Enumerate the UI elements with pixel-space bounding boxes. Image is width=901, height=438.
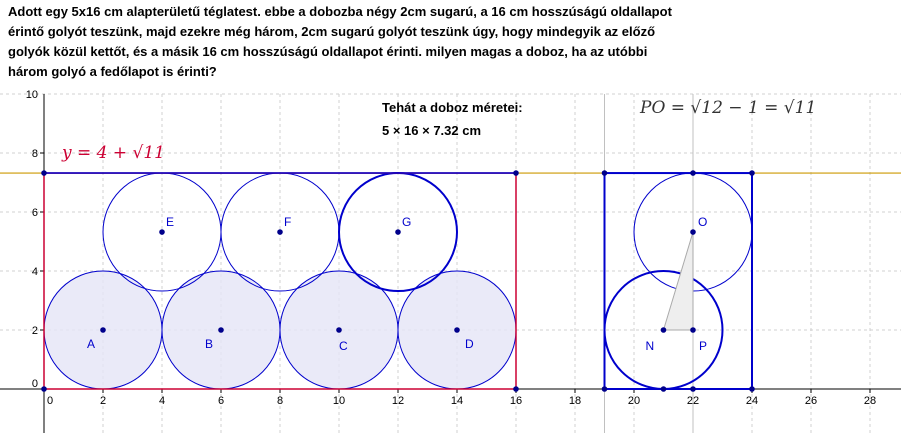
- corner-point[interactable]: [41, 386, 47, 392]
- x-tick-label: 2: [100, 395, 106, 407]
- center-point-e[interactable]: [159, 229, 165, 235]
- result-text: Tehát a doboz méretei: 5 × 16 × 7.32 cm: [382, 96, 523, 142]
- box-side-rectangle[interactable]: [603, 172, 753, 390]
- x-tick-label: 6: [218, 395, 224, 407]
- point-label-p: P: [699, 339, 707, 353]
- point-label-f: F: [284, 215, 291, 229]
- x-tick-label: 16: [510, 395, 522, 407]
- y-tick-label: 8: [32, 148, 38, 160]
- point-label-g: G: [402, 215, 411, 229]
- point-label-c: C: [339, 339, 348, 353]
- x-tick-label: 12: [392, 395, 404, 407]
- center-point-a[interactable]: [100, 327, 106, 333]
- corner-point[interactable]: [690, 170, 696, 176]
- problem-statement: Adott egy 5x16 cm alapterületű téglatest…: [8, 4, 672, 79]
- x-tick-label: 20: [628, 395, 640, 407]
- y-tick-label: 4: [32, 266, 38, 278]
- x-tick-label: 4: [159, 395, 165, 407]
- center-point-b[interactable]: [218, 327, 224, 333]
- corner-point[interactable]: [513, 170, 519, 176]
- result-line-2: 5 × 16 × 7.32 cm: [382, 123, 482, 138]
- center-point-n[interactable]: [660, 327, 667, 333]
- equation-label: y = 4 + √11: [62, 143, 165, 163]
- x-tick-label: 18: [569, 395, 581, 407]
- corner-point[interactable]: [513, 386, 519, 392]
- point-marker[interactable]: [660, 386, 667, 392]
- point-label-o: O: [698, 215, 707, 229]
- center-point-c[interactable]: [336, 327, 342, 333]
- point-p[interactable]: [690, 327, 696, 333]
- result-line-1: Tehát a doboz méretei:: [382, 100, 523, 115]
- point-marker[interactable]: [690, 386, 696, 392]
- point-label-n: N: [646, 339, 655, 353]
- x-tick-label: 28: [864, 395, 876, 407]
- x-tick-label: 8: [277, 395, 283, 407]
- y-tick-label: 10: [26, 89, 38, 101]
- y-tick-label: 2: [32, 325, 38, 337]
- x-tick-label: 26: [805, 395, 817, 407]
- point-label-d: D: [465, 337, 474, 351]
- center-point-d[interactable]: [454, 327, 460, 333]
- corner-point[interactable]: [601, 386, 608, 392]
- y-tick-label: 6: [32, 207, 38, 219]
- center-point-f[interactable]: [277, 229, 283, 235]
- x-tick-label: 10: [333, 395, 345, 407]
- corner-point[interactable]: [41, 170, 47, 176]
- po-distance-label: PO = √12 − 1 = √11: [640, 98, 817, 118]
- x-tick-label: 0: [47, 395, 53, 407]
- corner-point[interactable]: [749, 386, 755, 392]
- point-label-a: A: [87, 337, 95, 351]
- x-tick-label: 24: [746, 395, 758, 407]
- point-label-b: B: [205, 337, 213, 351]
- right-triangle-npo[interactable]: [662, 231, 694, 331]
- x-tick-label: 14: [451, 395, 463, 407]
- corner-point[interactable]: [601, 170, 608, 176]
- center-point-o[interactable]: [690, 229, 696, 235]
- center-point-g[interactable]: [395, 229, 401, 235]
- corner-point[interactable]: [749, 170, 755, 176]
- y-tick-label: 0: [32, 378, 38, 390]
- point-label-e: E: [166, 215, 174, 229]
